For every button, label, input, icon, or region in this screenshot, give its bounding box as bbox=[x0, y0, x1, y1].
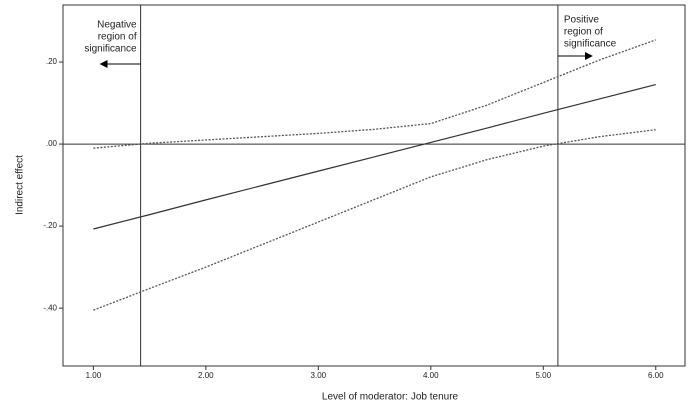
y-tick-label: -.40 bbox=[43, 303, 57, 312]
series-line bbox=[93, 39, 656, 149]
x-tick-label: 1.00 bbox=[86, 371, 102, 380]
series-line bbox=[93, 129, 656, 311]
annotation-text: significance bbox=[564, 39, 617, 50]
annotation-text: region of bbox=[98, 32, 137, 43]
y-tick-label: .00 bbox=[46, 139, 58, 148]
y-axis-label: Indirect effect bbox=[15, 155, 26, 215]
y-tick-label: -.20 bbox=[43, 221, 57, 230]
annotation-text: Negative bbox=[97, 20, 137, 31]
annotation-text: region of bbox=[564, 27, 603, 38]
annotation-text: Positive bbox=[564, 15, 599, 26]
x-tick-label: 6.00 bbox=[648, 371, 664, 380]
series-line bbox=[93, 84, 656, 230]
x-tick-label: 2.00 bbox=[198, 371, 214, 380]
plot-frame bbox=[62, 4, 686, 367]
annotation-text: significance bbox=[84, 44, 137, 55]
x-tick-label: 4.00 bbox=[423, 371, 439, 380]
x-tick-label: 3.00 bbox=[311, 371, 327, 380]
y-tick-label: .20 bbox=[46, 57, 58, 66]
x-axis-label: Level of moderator: Job tenure bbox=[322, 392, 459, 403]
x-tick-label: 5.00 bbox=[535, 371, 551, 380]
